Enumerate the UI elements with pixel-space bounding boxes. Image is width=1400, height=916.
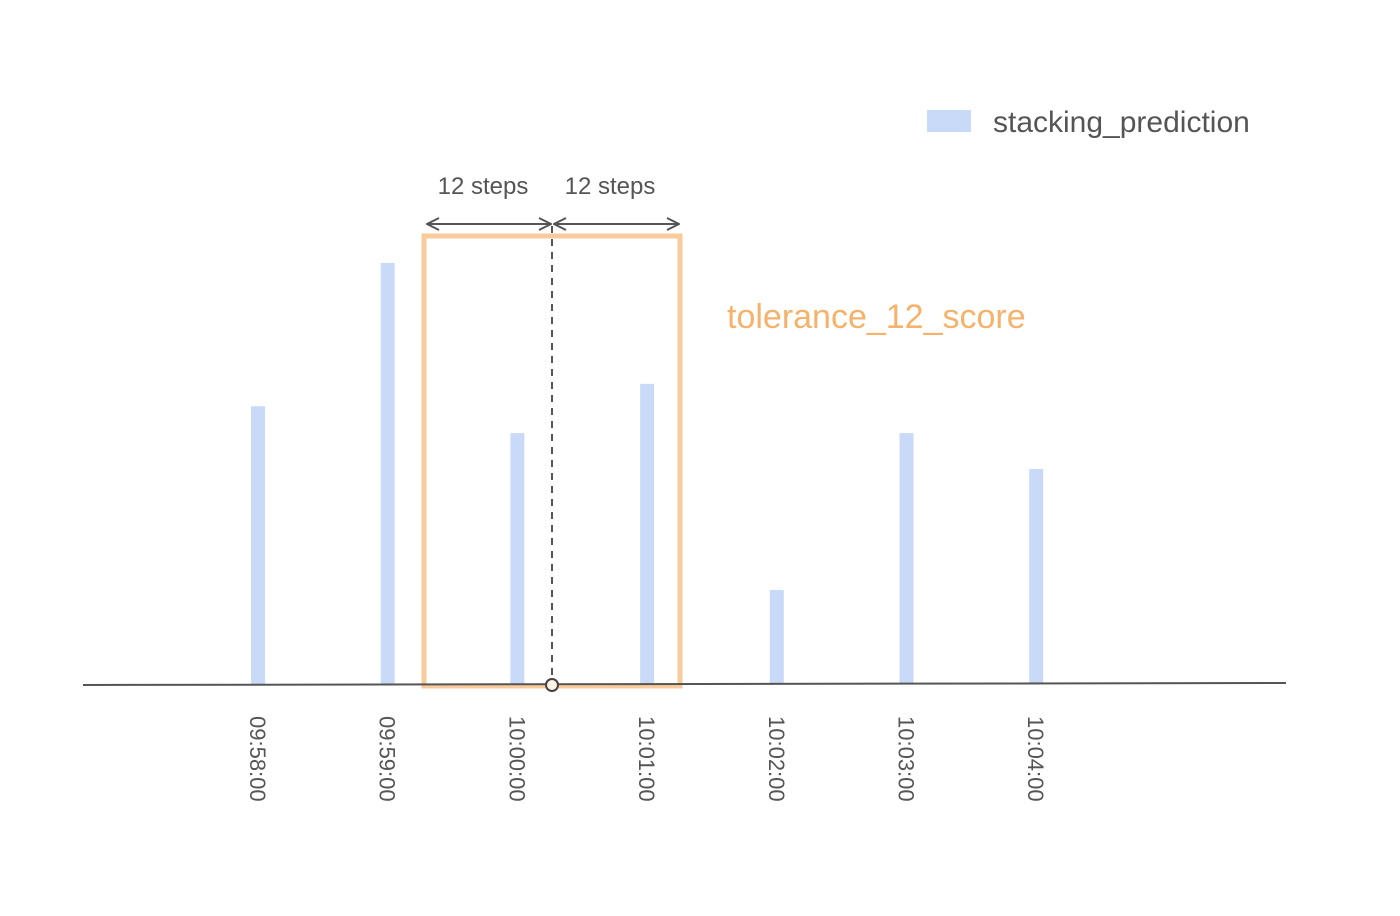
bar-10-00-00 [510, 433, 525, 684]
x-tick-labels: 09:58:00 09:59:00 10:00:00 10:01:00 10:02:00… [245, 716, 1048, 802]
bar-10-04-00 [1029, 468, 1044, 684]
bar-09-58-00 [251, 406, 265, 684]
legend-label: stacking_prediction [993, 106, 1250, 139]
center-point-marker [545, 678, 559, 692]
x-tick-label: 10:00:00 [504, 716, 529, 802]
step-annotations: 12 steps 12 steps [428, 173, 678, 224]
x-tick-label: 10:03:00 [894, 716, 919, 802]
bar-10-02-00 [769, 589, 784, 684]
right-steps-label: 12 steps [565, 173, 656, 200]
tolerance-label: tolerance_12_score [727, 298, 1026, 336]
legend-swatch [927, 110, 971, 132]
legend: stacking_prediction [927, 106, 1250, 139]
x-tick-label: 10:01:00 [634, 716, 659, 802]
bar-10-01-00 [640, 383, 655, 684]
bar-09-59-00 [380, 262, 395, 684]
x-tick-label: 10:02:00 [764, 716, 789, 802]
x-tick-label: 09:58:00 [245, 716, 270, 802]
bar-10-03-00 [899, 433, 914, 684]
x-tick-label: 10:04:00 [1023, 716, 1048, 802]
x-tick-label: 09:59:00 [375, 716, 400, 802]
x-axis [82, 682, 1287, 686]
left-steps-label: 12 steps [438, 173, 529, 200]
bars [251, 262, 1044, 684]
